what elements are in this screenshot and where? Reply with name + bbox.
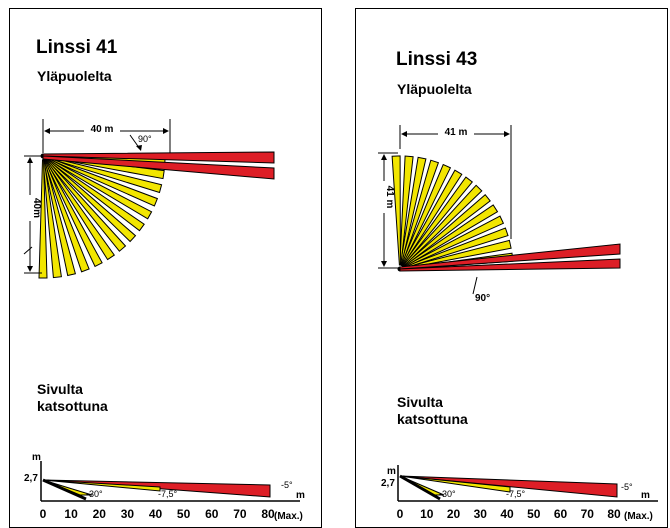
side-view-label-line2: katsottuna <box>37 398 108 414</box>
distance-tick-label: 50 <box>527 507 541 521</box>
distance-tick-label: 20 <box>93 507 107 521</box>
depth-dimension-label: 41 m <box>384 186 395 209</box>
distance-tick-label: 60 <box>205 507 219 521</box>
red-long-range-zone <box>42 151 275 164</box>
lens-43-panel: Linssi 43 Yläpuolelta Sivulta katsottuna… <box>355 8 668 528</box>
angle-label-minus-30: -30° <box>439 489 456 499</box>
distance-tick-label: 20 <box>447 507 461 521</box>
side-view-label: Sivulta katsottuna <box>397 394 468 428</box>
down-look-beam <box>399 474 441 501</box>
angle-pointer <box>472 276 478 295</box>
arrowhead <box>163 128 169 134</box>
down-look-beam <box>42 478 87 501</box>
distance-tick-labels: 0 10 20 30 40 50 60 70 80 <box>397 507 621 521</box>
top-view-diagram: 40 m 40m 90° <box>23 119 275 279</box>
distance-tick-label: 80 <box>607 507 621 521</box>
depth-dimension-label: 40m <box>31 198 42 218</box>
width-dimension-label: 40 m <box>91 124 114 135</box>
angle-label-minus-5: -5° <box>621 482 633 492</box>
top-view-label: Yläpuolelta <box>397 81 472 97</box>
yellow-mid-range-zone <box>42 479 161 492</box>
arrowhead <box>381 154 387 160</box>
distance-tick-label: 0 <box>40 507 47 521</box>
distance-tick-label: 40 <box>500 507 514 521</box>
distance-tick-label: 0 <box>397 507 404 521</box>
label-bg <box>24 195 36 221</box>
yellow-zone-beam <box>38 159 48 279</box>
top-view-diagram: 41 m 41 m 90° <box>378 125 621 304</box>
yellow-zone-beam <box>391 155 401 266</box>
angle-label-minus-30: -30° <box>86 489 103 499</box>
yellow-detection-zones <box>38 153 166 279</box>
pointer-line <box>23 246 33 255</box>
arrowhead <box>136 145 142 151</box>
distance-tick-label: 30 <box>121 507 135 521</box>
yellow-detection-zones <box>391 155 514 272</box>
label-bg <box>84 123 120 135</box>
side-view-diagram: m 2,7 -30° -7,5° -5° m (Max.) 0 10 20 30 40 5… <box>381 465 658 522</box>
distance-tick-label: 40 <box>149 507 163 521</box>
yellow-mid-range-zone <box>399 475 511 493</box>
label-bg <box>438 126 474 138</box>
arrowhead <box>27 266 33 272</box>
distance-tick-label: 10 <box>420 507 434 521</box>
lens-41-figure: 40 m 40m 90° m 2,7 -30° -7,5° <box>23 119 305 522</box>
arrowhead <box>44 128 50 134</box>
lens-title: Linssi 41 <box>36 37 118 58</box>
mount-height-label: 2,7 <box>24 473 38 484</box>
arrowhead <box>504 131 510 137</box>
lens-41-panel: Linssi 41 Yläpuolelta Sivulta katsottuna… <box>9 8 322 528</box>
lens-title: Linssi 43 <box>396 49 478 70</box>
distance-tick-label: 70 <box>581 507 595 521</box>
top-view-label: Yläpuolelta <box>37 68 112 84</box>
distance-tick-labels: 0 10 20 30 40 50 60 70 80 <box>40 507 275 521</box>
distance-axis-unit: m <box>641 490 650 501</box>
label-bg <box>378 181 390 213</box>
red-long-range-zone <box>42 155 275 180</box>
width-dimension-label: 41 m <box>445 127 468 138</box>
side-view-label-line1: Sivulta <box>37 381 83 397</box>
mount-height-label: 2,7 <box>381 478 395 489</box>
angle-label: 90° <box>475 293 490 304</box>
angle-label-minus-7-5: -7,5° <box>506 489 526 499</box>
angle-label-minus-7-5: -7,5° <box>158 489 178 499</box>
red-long-range-zone <box>399 258 621 272</box>
lens-43-figure: 41 m 41 m 90° m 2,7 -30° -7,5° -5° m <box>378 125 658 522</box>
side-view-label: Sivulta katsottuna <box>37 381 108 415</box>
red-long-range-zone <box>399 243 621 270</box>
distance-axis-unit: m <box>296 490 305 501</box>
angle-label-minus-5: -5° <box>281 480 293 490</box>
arrowhead <box>381 261 387 267</box>
height-axis-unit: m <box>387 466 396 477</box>
arrowhead <box>27 157 33 163</box>
distance-tick-label: 30 <box>474 507 488 521</box>
side-view-label-line1: Sivulta <box>397 394 443 410</box>
angle-label: 90° <box>138 134 152 144</box>
distance-tick-label: 50 <box>177 507 191 521</box>
distance-tick-label: 70 <box>233 507 247 521</box>
distance-tick-label: 60 <box>554 507 568 521</box>
arrowhead <box>401 131 407 137</box>
distance-tick-label: 10 <box>64 507 78 521</box>
distance-tick-label: 80 <box>261 507 275 521</box>
side-view-label-line2: katsottuna <box>397 411 468 427</box>
side-view-diagram: m 2,7 -30° -7,5° -5° m (Max.) 0 10 20 30 40 5… <box>24 452 305 522</box>
height-axis-unit: m <box>32 452 41 463</box>
